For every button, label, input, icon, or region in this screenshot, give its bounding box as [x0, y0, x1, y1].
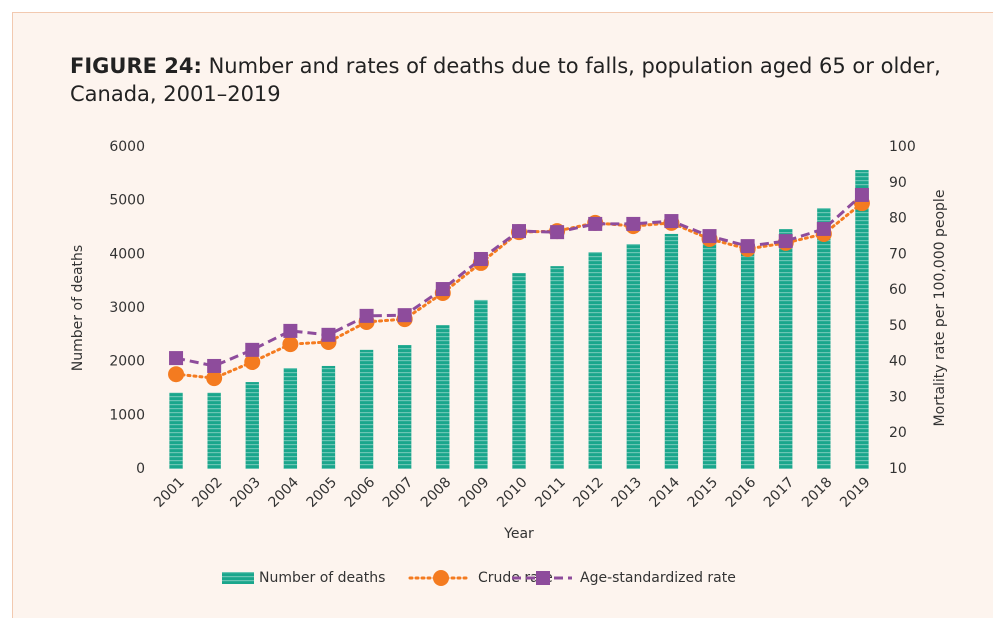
y-tick-label: 3000 — [109, 300, 145, 316]
title-text: Number and rates of deaths due to falls,… — [70, 54, 941, 106]
bar-stripes — [359, 349, 374, 469]
legend-label: Number of deaths — [259, 570, 385, 586]
x-tick-label: 2008 — [418, 474, 455, 511]
x-tick-label: 2010 — [494, 474, 531, 511]
marker — [588, 216, 603, 231]
x-tick-label: 2006 — [342, 474, 379, 511]
marker — [321, 327, 336, 342]
bar-stripes — [245, 382, 259, 469]
marker — [397, 308, 412, 323]
y2-tick-label: 40 — [889, 354, 907, 370]
marker — [854, 187, 869, 202]
y-tick-label: 6000 — [109, 139, 145, 155]
y2-tick-label: 30 — [889, 389, 907, 405]
bar-stripes — [169, 392, 183, 469]
marker — [168, 366, 185, 383]
marker — [207, 358, 222, 373]
marker — [473, 251, 488, 266]
marker — [244, 354, 261, 371]
marker — [816, 221, 831, 236]
bar-stripes — [398, 345, 412, 469]
bar-stripes — [740, 250, 755, 469]
marker — [169, 351, 184, 366]
y2-tick-label: 60 — [889, 282, 907, 298]
y2-tick-label: 50 — [889, 318, 907, 334]
y-tick-label: 2000 — [109, 354, 145, 370]
marker — [206, 370, 223, 387]
legend-marker — [433, 570, 449, 586]
y-tick-label: 4000 — [109, 246, 145, 262]
bar-stripes — [855, 170, 869, 469]
marker — [664, 214, 679, 229]
y-tick-label: 5000 — [109, 193, 145, 209]
y-axis-label: Number of deaths — [70, 245, 86, 371]
marker — [626, 216, 641, 231]
x-tick-label: 2009 — [456, 474, 493, 511]
x-tick-label: 2018 — [799, 474, 836, 511]
x-tick-label: 2007 — [380, 474, 417, 511]
legend-label: Age-standardized rate — [580, 570, 736, 586]
legend-marker — [536, 571, 550, 585]
bar-stripes — [474, 299, 488, 469]
marker — [512, 224, 526, 239]
bar-stripes — [664, 233, 679, 469]
marker — [282, 336, 299, 353]
bar-stripes — [321, 365, 336, 469]
bar-stripes — [207, 392, 221, 469]
legend-swatch-stripes — [222, 572, 254, 584]
marker — [283, 323, 298, 338]
x-tick-label: 2005 — [304, 474, 341, 511]
y2-tick-label: 70 — [889, 246, 907, 262]
y-tick-label: 0 — [136, 461, 145, 477]
marker — [740, 239, 755, 254]
marker — [435, 282, 450, 297]
x-tick-label: 2002 — [189, 474, 226, 511]
marker — [702, 229, 717, 244]
figure-label: FIGURE 24: — [70, 54, 202, 78]
marker — [550, 225, 565, 240]
bar-stripes — [283, 368, 298, 469]
y2-tick-label: 20 — [889, 425, 907, 441]
x-tick-label: 2017 — [761, 474, 798, 511]
x-tick-label: 2019 — [837, 474, 874, 511]
x-tick-label: 2014 — [647, 474, 684, 511]
x-tick-label: 2011 — [532, 474, 569, 511]
x-tick-label: 2004 — [266, 474, 303, 511]
bar-stripes — [588, 252, 602, 469]
marker — [778, 234, 793, 249]
x-tick-label: 2016 — [723, 474, 760, 511]
y2-tick-label: 10 — [889, 461, 907, 477]
bar-stripes — [702, 243, 717, 469]
bar-stripes — [779, 229, 793, 469]
x-tick-label: 2001 — [151, 474, 188, 511]
x-tick-label: 2003 — [227, 474, 264, 511]
x-axis-label: Year — [503, 526, 534, 542]
y-tick-label: 1000 — [109, 407, 145, 423]
marker — [245, 342, 260, 357]
bar-stripes — [512, 273, 526, 469]
bar-stripes — [436, 325, 450, 469]
y2-tick-label: 90 — [889, 175, 907, 191]
y2-axis-label: Mortality rate per 100,000 people — [932, 190, 948, 427]
x-tick-label: 2013 — [608, 474, 645, 511]
bar-stripes — [817, 208, 831, 469]
bar-stripes — [626, 244, 640, 469]
marker — [359, 308, 374, 323]
y2-tick-label: 100 — [889, 139, 916, 155]
x-tick-label: 2012 — [570, 474, 607, 511]
bar-stripes — [550, 266, 564, 469]
chart-title: FIGURE 24: Number and rates of deaths du… — [70, 52, 970, 108]
y2-tick-label: 80 — [889, 211, 907, 227]
x-tick-label: 2015 — [685, 474, 722, 511]
